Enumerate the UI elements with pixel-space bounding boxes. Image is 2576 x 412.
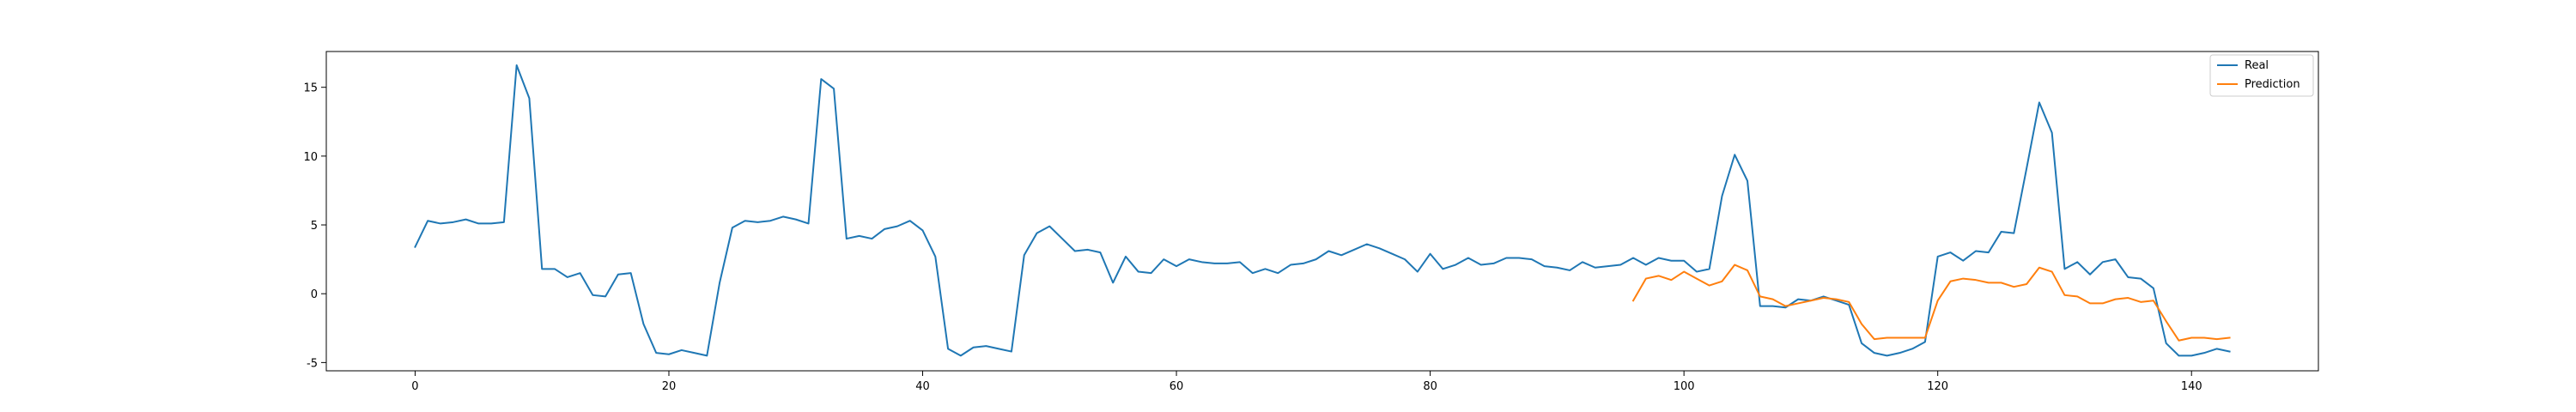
y-tick-label: 10 xyxy=(303,151,318,164)
x-tick-label: 100 xyxy=(1674,380,1695,393)
plot-frame xyxy=(325,51,2319,372)
series-layer xyxy=(414,64,2231,357)
y-tick-label: 15 xyxy=(303,82,318,95)
x-tick-label: 40 xyxy=(915,380,930,393)
y-tick-label: -5 xyxy=(307,357,318,370)
plot-background xyxy=(326,52,2318,371)
y-tick-label: 0 xyxy=(311,288,318,301)
x-tick-label: 0 xyxy=(411,380,418,393)
x-tick-label: 80 xyxy=(1423,380,1437,393)
legend: Real Prediction xyxy=(2209,54,2314,97)
x-tick-label: 120 xyxy=(1927,380,1948,393)
x-tick-label: 140 xyxy=(2181,380,2202,393)
legend-label-real: Real xyxy=(2245,59,2269,72)
x-tick-label: 20 xyxy=(662,380,677,393)
y-tick-label: 5 xyxy=(311,220,318,233)
x-tick-label: 60 xyxy=(1170,380,1184,393)
legend-label-prediction: Prediction xyxy=(2245,78,2300,91)
series-line-prediction xyxy=(1631,264,2231,342)
y-axis: -5 0 5 10 15 xyxy=(303,82,326,370)
series-line-real xyxy=(414,64,2231,357)
x-axis: 0 20 40 60 80 100 120 140 xyxy=(411,371,2202,393)
